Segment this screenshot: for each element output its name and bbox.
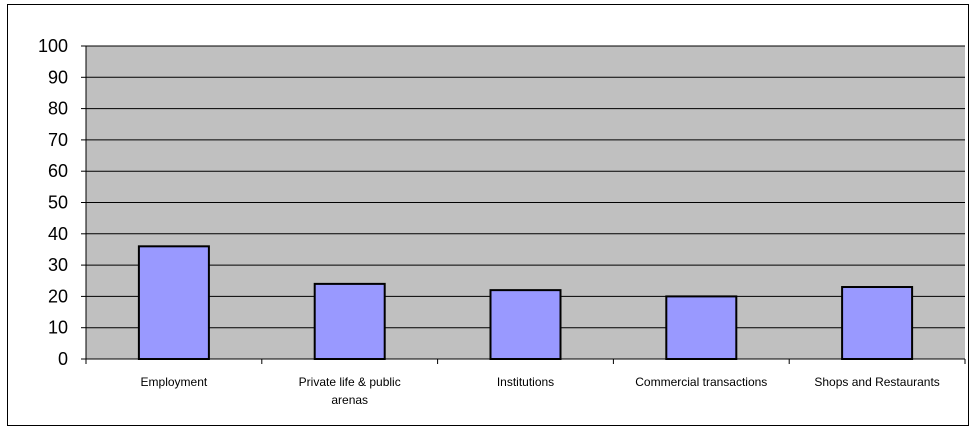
y-tick-label: 0: [58, 349, 68, 369]
y-tick-labels: 0 10 20 30 40 50 60 70 80 90 100: [38, 36, 68, 369]
y-tick-label: 30: [48, 255, 68, 275]
bar-commercial-transactions: [665, 295, 738, 360]
y-tick-label: 100: [38, 36, 68, 56]
bar-shops-and-restaurants: [841, 286, 914, 361]
y-tick-label: 70: [48, 130, 68, 150]
y-tick-label: 60: [48, 161, 68, 181]
bar-private-life-public-arenas: [313, 282, 386, 361]
y-tick-label: 50: [48, 193, 68, 213]
gridlines: [86, 45, 965, 329]
x-category-label: Institutions: [497, 375, 554, 389]
x-category-label: Employment: [141, 375, 208, 389]
y-tick-label: 10: [48, 318, 68, 338]
bar-institutions: [489, 289, 562, 361]
y-tick-label: 20: [48, 286, 68, 306]
x-category-label: Private life & public: [299, 375, 401, 389]
x-category-labels: Employment Private life & public arenas Ins…: [141, 375, 940, 407]
x-category-label: arenas: [331, 393, 368, 407]
axes: [81, 45, 966, 364]
y-tick-label: 80: [48, 99, 68, 119]
y-tick-label: 40: [48, 224, 68, 244]
x-category-label: Shops and Restaurants: [814, 375, 939, 389]
y-tick-label: 90: [48, 67, 68, 87]
x-category-label: Commercial transactions: [635, 375, 767, 389]
bar-employment: [137, 245, 210, 361]
